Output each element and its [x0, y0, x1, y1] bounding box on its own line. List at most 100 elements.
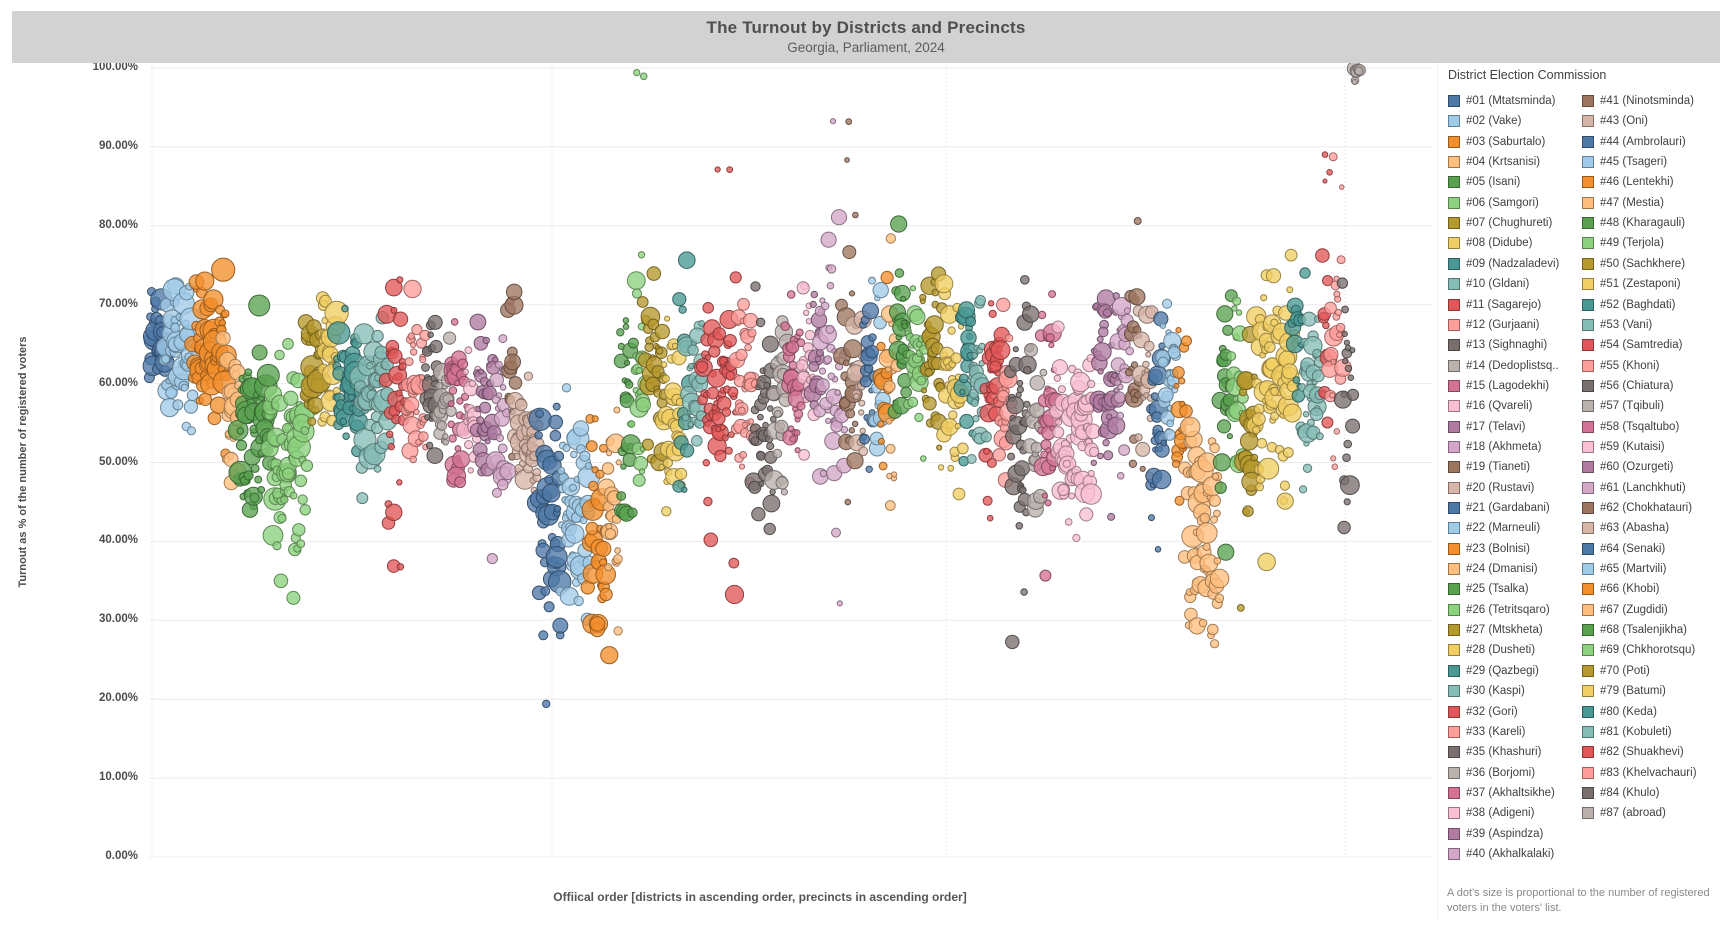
legend-item-22[interactable]: #22 (Marneuli) [1448, 520, 1540, 536]
precinct-dot[interactable] [660, 361, 668, 369]
legend-item-54[interactable]: #54 (Samtredia) [1582, 337, 1682, 353]
precinct-dot[interactable] [1252, 425, 1261, 435]
precinct-dot[interactable] [1209, 568, 1230, 589]
precinct-dot[interactable] [215, 330, 231, 346]
precinct-dot[interactable] [848, 427, 855, 434]
precinct-dot[interactable] [1330, 455, 1337, 462]
precinct-dot[interactable] [1216, 419, 1232, 434]
precinct-dot[interactable] [492, 356, 499, 363]
precinct-dot[interactable] [1324, 301, 1337, 315]
precinct-dot[interactable] [848, 290, 856, 297]
precinct-dot[interactable] [489, 372, 505, 388]
precinct-dot[interactable] [664, 315, 671, 322]
precinct-dot[interactable] [789, 435, 797, 443]
precinct-dot[interactable] [491, 487, 502, 498]
precinct-dot[interactable] [497, 443, 508, 454]
precinct-dot[interactable] [711, 404, 719, 412]
precinct-dot[interactable] [1064, 518, 1073, 526]
precinct-dot[interactable] [965, 316, 976, 327]
precinct-dot[interactable] [450, 318, 459, 326]
precinct-dot[interactable] [396, 563, 405, 571]
precinct-dot[interactable] [404, 357, 414, 367]
precinct-dot[interactable] [843, 339, 863, 359]
precinct-dot[interactable] [495, 433, 504, 443]
legend-item-81[interactable]: #81 (Kobuleti) [1582, 724, 1672, 740]
precinct-dot[interactable] [1281, 363, 1298, 380]
legend-item-27[interactable]: #27 (Mtskheta) [1448, 622, 1543, 638]
precinct-dot[interactable] [632, 473, 646, 487]
precinct-dot[interactable] [1105, 413, 1113, 421]
precinct-dot[interactable] [282, 338, 294, 350]
precinct-dot[interactable] [633, 456, 649, 471]
precinct-dot[interactable] [342, 432, 350, 441]
precinct-dot[interactable] [1333, 428, 1341, 435]
precinct-dot[interactable] [1029, 402, 1045, 419]
legend-item-16[interactable]: #16 (Qvareli) [1448, 398, 1532, 414]
precinct-dot[interactable] [627, 337, 639, 349]
precinct-dot[interactable] [1048, 290, 1057, 299]
precinct-dot[interactable] [373, 465, 382, 473]
precinct-dot[interactable] [1004, 334, 1014, 343]
legend-item-12[interactable]: #12 (Gurjaani) [1448, 317, 1540, 333]
precinct-dot[interactable] [584, 462, 593, 470]
precinct-dot[interactable] [557, 466, 566, 475]
precinct-dot[interactable] [1335, 322, 1346, 333]
legend-item-39[interactable]: #39 (Aspindza) [1448, 826, 1543, 842]
precinct-dot[interactable] [728, 431, 735, 439]
precinct-dot[interactable] [987, 300, 995, 307]
legend-item-04[interactable]: #04 (Krtsanisi) [1448, 154, 1540, 170]
precinct-dot[interactable] [254, 475, 263, 484]
precinct-dot[interactable] [1199, 512, 1211, 524]
legend-item-40[interactable]: #40 (Akhalkalaki) [1448, 846, 1554, 862]
precinct-dot[interactable] [1242, 505, 1254, 518]
precinct-dot[interactable] [1341, 305, 1349, 314]
precinct-dot[interactable] [1113, 391, 1126, 404]
precinct-dot[interactable] [387, 442, 395, 451]
precinct-dot[interactable] [243, 470, 254, 481]
precinct-dot[interactable] [445, 405, 457, 417]
precinct-dot[interactable] [796, 338, 806, 348]
precinct-dot[interactable] [626, 271, 646, 291]
precinct-dot[interactable] [390, 306, 398, 314]
legend-item-32[interactable]: #32 (Gori) [1448, 704, 1518, 720]
precinct-dot[interactable] [540, 586, 551, 597]
precinct-dot[interactable] [851, 420, 859, 427]
precinct-dot[interactable] [691, 435, 703, 447]
precinct-dot[interactable] [1051, 320, 1065, 334]
precinct-dot[interactable] [1216, 305, 1234, 323]
precinct-dot[interactable] [1087, 469, 1095, 478]
legend-item-25[interactable]: #25 (Tsalka) [1448, 581, 1529, 597]
legend-item-20[interactable]: #20 (Rustavi) [1448, 480, 1534, 496]
precinct-dot[interactable] [1208, 494, 1222, 507]
precinct-dot[interactable] [1301, 311, 1317, 327]
legend-item-57[interactable]: #57 (Tqibuli) [1582, 398, 1664, 414]
precinct-dot[interactable] [1321, 416, 1334, 429]
precinct-dot[interactable] [711, 411, 726, 426]
precinct-dot[interactable] [1039, 569, 1052, 582]
legend-item-48[interactable]: #48 (Kharagauli) [1582, 215, 1685, 231]
precinct-dot[interactable] [639, 72, 648, 81]
precinct-dot[interactable] [637, 251, 646, 259]
precinct-dot[interactable] [830, 209, 848, 226]
precinct-dot[interactable] [1196, 522, 1218, 544]
precinct-dot[interactable] [1018, 486, 1027, 495]
precinct-dot[interactable] [447, 400, 455, 408]
precinct-dot[interactable] [564, 523, 585, 544]
precinct-dot[interactable] [966, 454, 977, 464]
precinct-dot[interactable] [464, 440, 474, 450]
legend-item-23[interactable]: #23 (Bolnisi) [1448, 541, 1530, 557]
precinct-dot[interactable] [1347, 374, 1355, 382]
precinct-dot[interactable] [1210, 639, 1220, 649]
precinct-dot[interactable] [1090, 459, 1098, 466]
precinct-dot[interactable] [1315, 432, 1324, 441]
precinct-dot[interactable] [916, 375, 927, 386]
legend-item-45[interactable]: #45 (Tsageri) [1582, 154, 1667, 170]
precinct-dot[interactable] [936, 444, 943, 451]
precinct-dot[interactable] [1331, 463, 1339, 471]
precinct-dot[interactable] [762, 421, 769, 429]
precinct-dot[interactable] [1336, 277, 1349, 289]
precinct-dot[interactable] [203, 289, 224, 310]
precinct-dot[interactable] [992, 448, 1006, 462]
precinct-dot[interactable] [1135, 441, 1151, 457]
precinct-dot[interactable] [738, 463, 746, 470]
